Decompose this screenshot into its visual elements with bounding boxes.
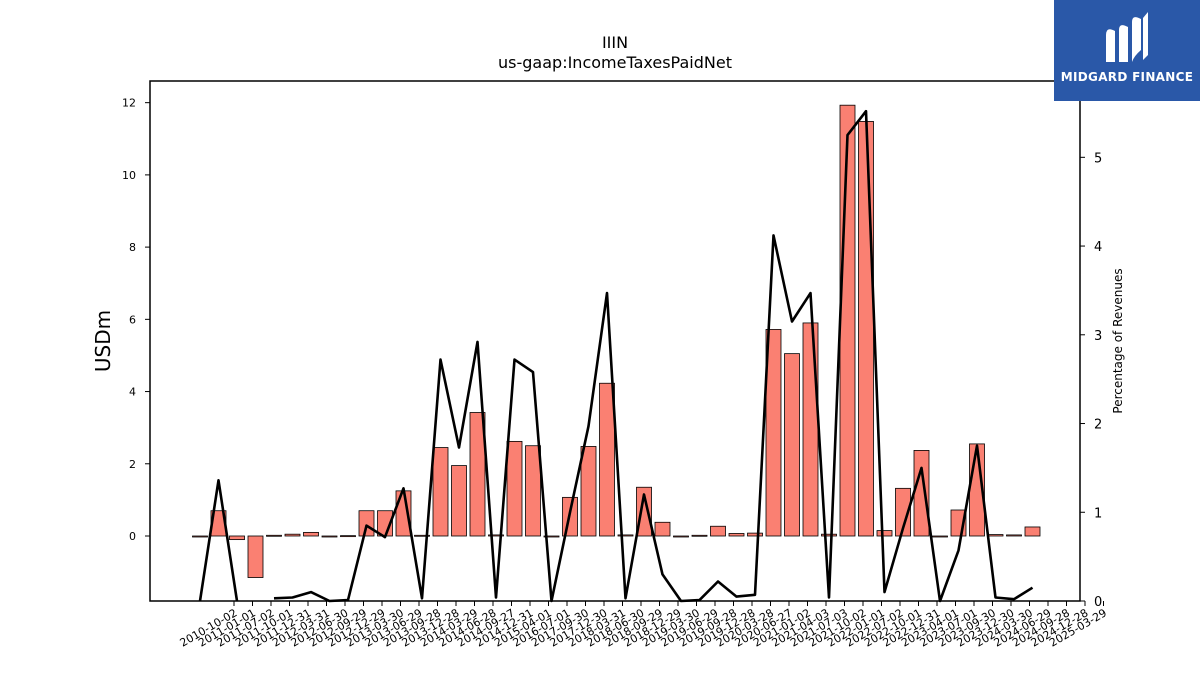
- bar: [469, 412, 486, 537]
- y-tick-label-left: 10: [122, 169, 136, 182]
- y-tick-label-left: 12: [122, 97, 136, 110]
- bar: [710, 525, 726, 537]
- bar: [543, 535, 560, 538]
- y-tick-label-left: 2: [129, 458, 136, 471]
- bar: [506, 440, 523, 537]
- y-tick-label-left: 8: [129, 241, 136, 254]
- y-axis-label-right: Percentage of Revenues: [1111, 268, 1125, 413]
- chart-subtitle: us-gaap:IncomeTaxesPaidNet: [498, 53, 732, 72]
- bar: [784, 353, 800, 537]
- bar: [303, 531, 319, 537]
- logo-text: MIDGARD FINANCE: [1060, 70, 1194, 84]
- bar: [913, 450, 930, 537]
- chart-title: IIIN: [602, 33, 628, 52]
- line-series: [198, 109, 1034, 603]
- y-tick-label-right: 0: [1094, 595, 1102, 610]
- bar: [284, 533, 301, 537]
- bar: [488, 534, 504, 537]
- bar: [858, 121, 874, 537]
- y-tick-label-left: 6: [129, 313, 136, 326]
- bar: [192, 535, 208, 538]
- bar: [1006, 534, 1022, 537]
- bar: [432, 447, 449, 537]
- y-axis-label-left: USDm: [91, 310, 115, 372]
- y-tick-label-right: 2: [1094, 418, 1102, 433]
- bar: [1024, 526, 1041, 537]
- bar: [636, 486, 652, 537]
- y-tick-label-right: 1: [1094, 506, 1102, 521]
- bar: [821, 533, 837, 537]
- bar-series: [192, 104, 1041, 578]
- midgard-logo-icon: [1106, 12, 1148, 62]
- bar: [839, 104, 856, 537]
- bar: [802, 322, 819, 537]
- y-tick-label-left: 0: [129, 530, 136, 543]
- bar: [876, 530, 893, 537]
- bar: [340, 535, 356, 538]
- x-axis: 2010-10-022011-01-012011-07-022011-10-01…: [178, 601, 1109, 650]
- bar: [599, 382, 615, 537]
- bar: [451, 465, 467, 537]
- bar: [673, 535, 689, 538]
- bar: [747, 532, 763, 537]
- bar: [525, 445, 541, 537]
- bar: [617, 534, 634, 537]
- y-tick-label-left: 4: [129, 386, 136, 399]
- line-path: [198, 109, 1034, 603]
- bar: [266, 534, 282, 537]
- bar: [229, 535, 245, 541]
- bar: [895, 487, 911, 537]
- y-tick-label-right: 5: [1094, 151, 1102, 166]
- bar: [691, 534, 708, 537]
- bar: [765, 329, 782, 537]
- bar: [247, 535, 264, 578]
- plot-frame: [149, 80, 1081, 602]
- bar: [414, 534, 430, 537]
- y-tick-label-right: 4: [1094, 240, 1102, 255]
- bar: [580, 446, 597, 537]
- bar: [358, 510, 375, 537]
- bar: [987, 534, 1004, 537]
- y-tick-label-right: 3: [1094, 329, 1102, 344]
- bar: [932, 535, 948, 538]
- bar: [321, 535, 338, 538]
- bar: [654, 521, 671, 537]
- bar: [728, 533, 745, 537]
- midgard-finance-logo: MIDGARD FINANCE: [1054, 0, 1200, 101]
